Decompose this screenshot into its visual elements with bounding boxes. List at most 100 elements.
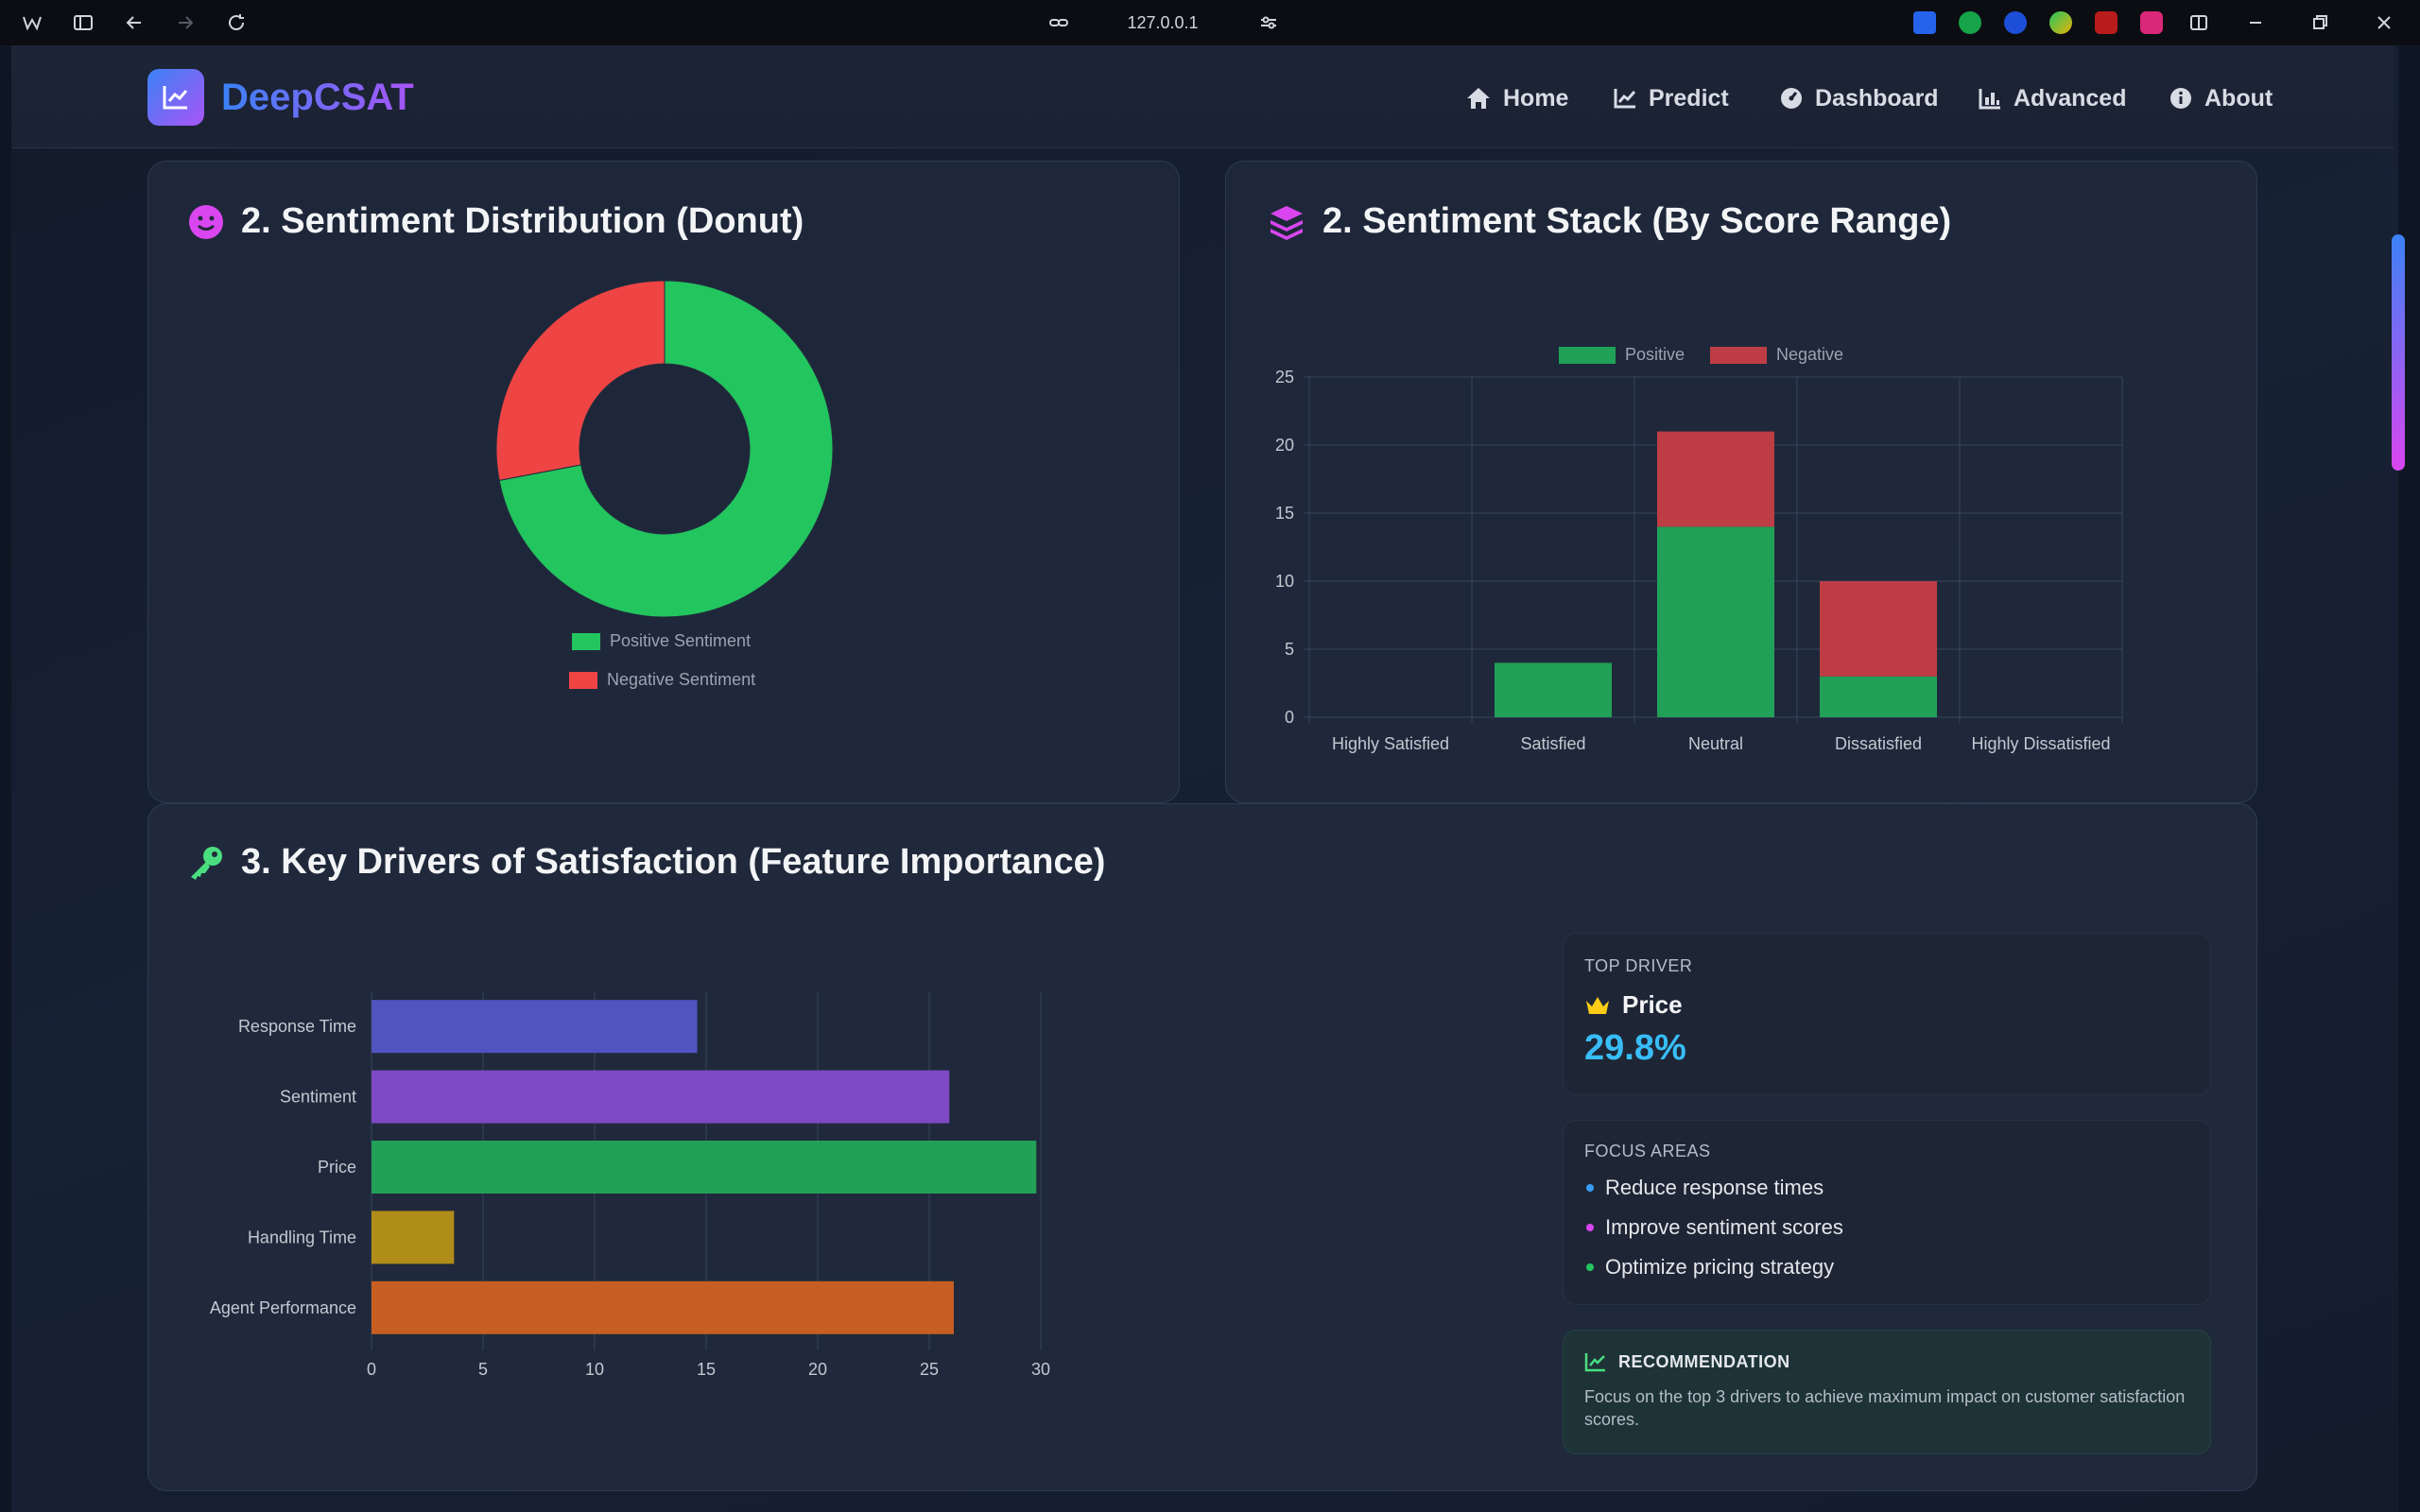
trend-icon [1584, 1353, 1605, 1372]
legend-negative-label: Negative Sentiment [607, 670, 756, 689]
feature-importance-chart: 0 5 10 15 20 25 30 Response Time Sentiment Price H… [210, 991, 1050, 1379]
y-tick-label: Sentiment [280, 1088, 356, 1107]
bar-positive[interactable] [1495, 662, 1612, 717]
sentiment-stack-card: 2. Sentiment Stack (By Score Range) Posi… [1225, 161, 2257, 803]
recommendation-header: RECOMMENDATION [1584, 1351, 1790, 1372]
logo[interactable] [147, 69, 204, 126]
y-tick-label: Response Time [238, 1017, 356, 1036]
sentiment-donut-card: 2. Sentiment Distribution (Donut) Positi… [147, 161, 1180, 803]
top-driver-label: TOP DRIVER [1584, 956, 1693, 975]
grammarly-icon[interactable] [1959, 11, 1981, 34]
brand-name[interactable]: DeepCSAT [221, 74, 414, 121]
legend-swatch-stack-positive [1559, 346, 1616, 364]
nav-about-label: About [2204, 84, 2273, 112]
focus-item-text: Improve sentiment scores [1605, 1215, 1843, 1239]
feature-bar[interactable] [372, 1211, 455, 1264]
link-icon[interactable] [1046, 9, 1072, 36]
focus-dot [1586, 1263, 1594, 1271]
feature-bar[interactable] [372, 1141, 1037, 1194]
bar-negative[interactable] [1820, 581, 1937, 677]
y-tick-label: 20 [1275, 436, 1294, 455]
x-tick-label: 30 [1031, 1360, 1050, 1379]
nav-home[interactable]: Home [1465, 81, 1568, 115]
forward-icon[interactable] [172, 9, 199, 36]
drivers-card-title-text: 3. Key Drivers of Satisfaction (Feature … [241, 842, 1106, 882]
bar-negative[interactable] [1657, 431, 1774, 527]
site-settings-icon[interactable] [1255, 9, 1282, 36]
focus-item: Reduce response times [1586, 1176, 1824, 1200]
crown-icon [1586, 996, 1609, 1014]
legend-swatch-stack-negative [1710, 346, 1767, 364]
feature-bar[interactable] [372, 1000, 698, 1054]
y-tick-label: 25 [1275, 368, 1294, 387]
bar-chart-icon [1979, 89, 2000, 110]
y-tick-label: Handling Time [248, 1228, 356, 1246]
focus-item: Optimize pricing strategy [1586, 1255, 1834, 1280]
chart-line-icon [163, 86, 188, 110]
site-navbar: DeepCSAT Home Predict Dashboard Advanced… [11, 45, 2394, 148]
reload-icon[interactable] [223, 9, 250, 36]
ublock-icon[interactable] [2095, 11, 2118, 34]
back-icon[interactable] [121, 9, 147, 36]
close-icon[interactable] [2371, 9, 2397, 36]
donut-chart [495, 280, 834, 618]
nav-predict-label: Predict [1649, 84, 1729, 112]
legend-stack-positive[interactable]: Positive [1559, 345, 1685, 365]
focus-item: Improve sentiment scores [1586, 1215, 1843, 1240]
top-driver-panel: TOP DRIVER Price 29.8% [1563, 933, 2211, 1095]
legend-swatch-negative [569, 671, 597, 689]
y-tick-label: 10 [1275, 572, 1294, 591]
legend-stack-negative-label: Negative [1776, 345, 1844, 364]
nav-dashboard[interactable]: Dashboard [1779, 81, 1939, 115]
focus-item-text: Optimize pricing strategy [1605, 1255, 1835, 1279]
moon-icon[interactable] [2004, 11, 2027, 34]
extension-arrow-icon[interactable] [1913, 11, 1936, 34]
chart-line-icon [1614, 89, 1636, 109]
y-tick-label: Price [318, 1158, 356, 1177]
sidebar-toggle-icon[interactable] [70, 9, 96, 36]
x-tick-label: Highly Satisfied [1332, 734, 1449, 753]
restore-icon[interactable] [2307, 9, 2333, 36]
legend-swatch-positive [572, 632, 600, 650]
nav-home-label: Home [1503, 84, 1569, 112]
top-driver-name-row: Price [1584, 990, 1683, 1020]
nav-about[interactable]: About [2169, 81, 2273, 115]
page-content: DeepCSAT Home Predict Dashboard Advanced… [11, 45, 2398, 1512]
minimize-icon[interactable] [2242, 9, 2269, 36]
feature-bar[interactable] [372, 1070, 950, 1124]
recommendation-label: RECOMMENDATION [1618, 1351, 1790, 1371]
nav-predict[interactable]: Predict [1613, 81, 1729, 115]
extension-color-icon[interactable] [2049, 11, 2072, 34]
donut-slice-negative[interactable] [495, 280, 666, 481]
top-driver-value: 29.8% [1584, 1028, 1686, 1068]
nav-advanced-label: Advanced [2014, 84, 2127, 112]
legend-negative[interactable]: Negative Sentiment [569, 670, 755, 690]
address-bar[interactable]: 127.0.0.1 [1127, 13, 1199, 32]
y-tick-label: 15 [1275, 504, 1294, 523]
top-driver-name: Price [1622, 990, 1683, 1019]
drivers-card-title: 3. Key Drivers of Satisfaction (Feature … [188, 842, 1105, 883]
x-tick-label: 0 [367, 1360, 376, 1379]
info-icon [2170, 88, 2191, 109]
bar-positive[interactable] [1657, 526, 1774, 717]
donut-card-title-text: 2. Sentiment Distribution (Donut) [241, 201, 804, 241]
key-drivers-card-body: 3. Key Drivers of Satisfaction (Feature … [147, 803, 2257, 1491]
x-tick-label: 20 [808, 1360, 827, 1379]
x-tick-label: Neutral [1688, 734, 1743, 753]
x-tick-label: Satisfied [1520, 734, 1585, 753]
home-icon [1467, 88, 1490, 109]
focus-dot [1586, 1224, 1594, 1231]
split-view-icon[interactable] [2186, 9, 2212, 36]
shield-extension-icon[interactable] [2140, 11, 2163, 34]
y-tick-label: Agent Performance [210, 1298, 356, 1317]
legend-positive[interactable]: Positive Sentiment [572, 631, 751, 651]
browser-logo-icon[interactable] [19, 9, 45, 36]
feature-bar[interactable] [372, 1280, 954, 1334]
nav-advanced[interactable]: Advanced [1978, 81, 2126, 115]
legend-stack-negative[interactable]: Negative [1710, 345, 1843, 365]
donut-slice-positive[interactable] [498, 280, 834, 618]
stacked-bar-chart: 0 5 10 15 20 25 Highly Satisfied Satisfied Neutr… [1275, 368, 2123, 753]
bar-positive[interactable] [1820, 676, 1937, 717]
key-icon [191, 846, 222, 880]
scrollbar-thumb[interactable] [2392, 234, 2405, 471]
